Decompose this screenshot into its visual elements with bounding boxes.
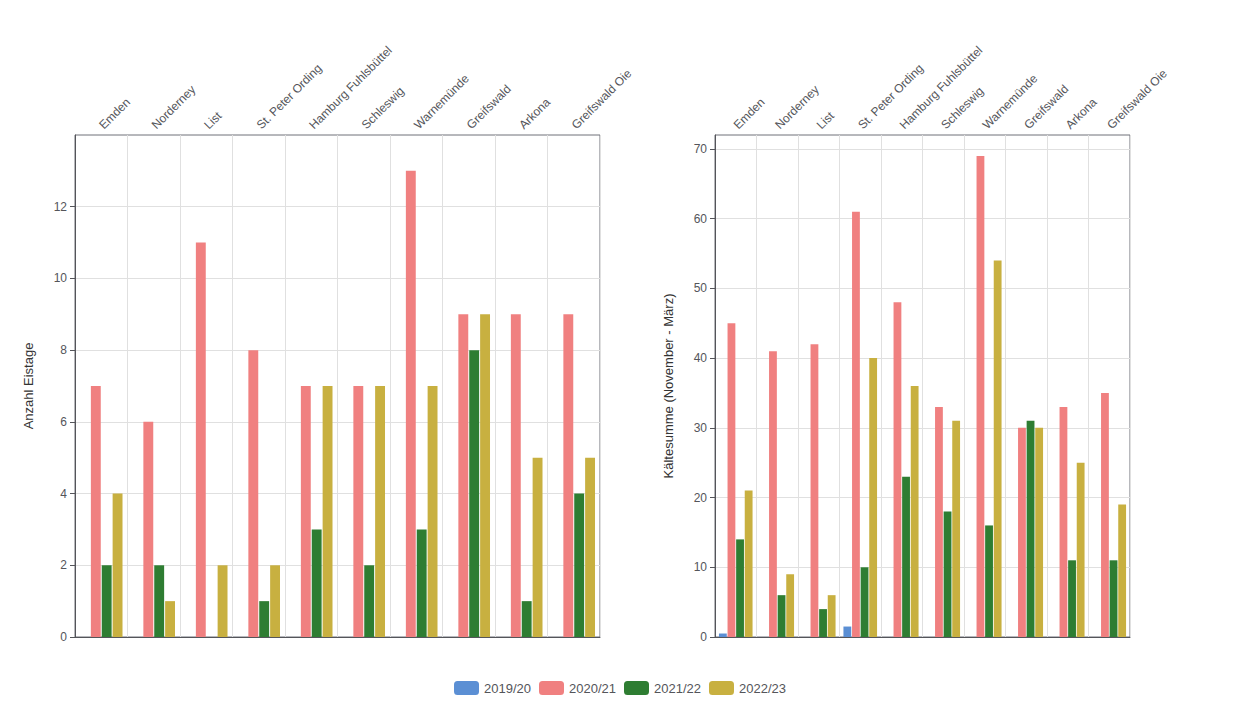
svg-text:12: 12 [54,200,68,214]
svg-text:Greifswald Oie: Greifswald Oie [569,66,635,132]
svg-text:List: List [814,108,838,132]
svg-text:10: 10 [694,560,708,574]
svg-text:2020/21: 2020/21 [569,681,616,696]
svg-text:70: 70 [694,142,708,156]
svg-text:St. Peter Ording: St. Peter Ording [253,61,325,132]
svg-text:Emden: Emden [731,95,768,132]
svg-text:Greifswald: Greifswald [464,82,514,132]
svg-text:Schleswig: Schleswig [359,84,407,132]
svg-text:Warnemünde: Warnemünde [411,71,472,132]
svg-text:2: 2 [60,558,67,572]
svg-text:40: 40 [694,351,708,365]
svg-text:10: 10 [54,271,68,285]
svg-text:St. Peter Ording: St. Peter Ording [855,61,926,132]
svg-text:2021/22: 2021/22 [654,681,701,696]
svg-text:Emden: Emden [96,95,133,132]
svg-text:Greifswald: Greifswald [1021,82,1071,132]
svg-text:Arkona: Arkona [1063,95,1100,132]
svg-text:30: 30 [694,421,708,435]
svg-text:Hamburg Fuhlsbüttel: Hamburg Fuhlsbüttel [897,43,986,132]
svg-text:0: 0 [700,630,707,644]
svg-text:Arkona: Arkona [516,95,553,132]
svg-text:2022/23: 2022/23 [739,681,786,696]
svg-text:50: 50 [694,281,708,295]
svg-text:Norderney: Norderney [772,82,821,131]
svg-text:2019/20: 2019/20 [484,681,531,696]
svg-text:20: 20 [694,491,708,505]
svg-text:6: 6 [60,415,67,429]
svg-text:Norderney: Norderney [149,82,198,131]
svg-text:8: 8 [60,343,67,357]
svg-text:4: 4 [60,487,67,501]
svg-text:Hamburg Fuhlsbüttel: Hamburg Fuhlsbüttel [306,43,395,132]
svg-text:Warnemünde: Warnemünde [979,71,1041,132]
svg-text:Kältesumme (November - März): Kältesumme (November - März) [661,294,676,479]
svg-text:60: 60 [694,212,708,226]
svg-text:Anzahl Eistage: Anzahl Eistage [21,343,36,430]
svg-text:Greifswald Oie: Greifswald Oie [1104,66,1170,132]
svg-text:0: 0 [60,630,67,644]
svg-text:List: List [201,108,225,132]
svg-text:Schleswig: Schleswig [938,84,986,132]
